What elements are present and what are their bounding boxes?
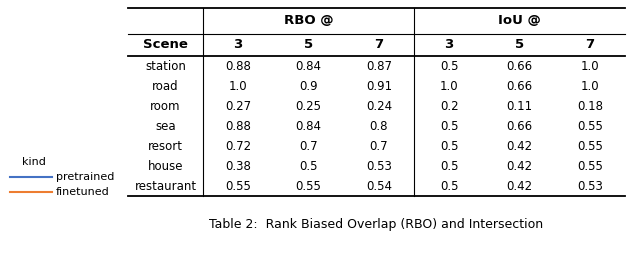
Text: 0.55: 0.55	[577, 160, 603, 172]
Text: resort: resort	[148, 139, 183, 152]
Text: 0.55: 0.55	[296, 180, 321, 193]
Text: 0.27: 0.27	[225, 100, 252, 113]
Text: road: road	[152, 80, 179, 92]
Text: 0.84: 0.84	[296, 119, 321, 133]
Text: 0.53: 0.53	[577, 180, 603, 193]
Text: 0.24: 0.24	[366, 100, 392, 113]
Text: 0.9: 0.9	[299, 80, 318, 92]
Text: station: station	[145, 59, 186, 72]
Text: 0.55: 0.55	[577, 139, 603, 152]
Text: Scene: Scene	[143, 39, 188, 52]
Text: 0.42: 0.42	[506, 139, 532, 152]
Text: 0.72: 0.72	[225, 139, 252, 152]
Text: 0.91: 0.91	[366, 80, 392, 92]
Text: 3: 3	[445, 39, 454, 52]
Text: 0.84: 0.84	[296, 59, 321, 72]
Text: RBO @: RBO @	[284, 14, 333, 27]
Text: 1.0: 1.0	[440, 80, 458, 92]
Text: Table 2:  Rank Biased Overlap (RBO) and Intersection: Table 2: Rank Biased Overlap (RBO) and I…	[209, 218, 543, 231]
Text: 3: 3	[234, 39, 243, 52]
Text: restaurant: restaurant	[134, 180, 196, 193]
Text: 0.66: 0.66	[506, 80, 532, 92]
Text: 0.5: 0.5	[440, 160, 458, 172]
Text: 1.0: 1.0	[229, 80, 248, 92]
Text: finetuned: finetuned	[56, 187, 109, 197]
Text: house: house	[148, 160, 183, 172]
Text: room: room	[150, 100, 180, 113]
Text: 0.11: 0.11	[506, 100, 532, 113]
Text: 0.66: 0.66	[506, 119, 532, 133]
Text: 0.2: 0.2	[440, 100, 458, 113]
Text: 0.5: 0.5	[440, 59, 458, 72]
Text: 5: 5	[515, 39, 524, 52]
Text: sea: sea	[155, 119, 176, 133]
Text: 1.0: 1.0	[580, 59, 599, 72]
Text: 0.5: 0.5	[440, 119, 458, 133]
Text: IoU @: IoU @	[498, 14, 541, 27]
Text: 0.42: 0.42	[506, 160, 532, 172]
Text: 0.55: 0.55	[225, 180, 251, 193]
Text: 0.8: 0.8	[369, 119, 388, 133]
Text: 0.53: 0.53	[366, 160, 392, 172]
Text: 0.87: 0.87	[366, 59, 392, 72]
Text: 0.54: 0.54	[366, 180, 392, 193]
Text: 0.42: 0.42	[506, 180, 532, 193]
Text: 0.5: 0.5	[440, 180, 458, 193]
Text: kind: kind	[22, 157, 46, 167]
Text: 7: 7	[585, 39, 595, 52]
Text: 0.25: 0.25	[296, 100, 321, 113]
Text: 0.38: 0.38	[225, 160, 251, 172]
Text: 0.88: 0.88	[225, 119, 251, 133]
Text: 0.7: 0.7	[299, 139, 318, 152]
Text: 0.66: 0.66	[506, 59, 532, 72]
Text: 1.0: 1.0	[580, 80, 599, 92]
Text: 0.18: 0.18	[577, 100, 603, 113]
Text: 5: 5	[304, 39, 313, 52]
Text: 0.5: 0.5	[300, 160, 317, 172]
Text: 7: 7	[374, 39, 383, 52]
Text: 0.7: 0.7	[369, 139, 388, 152]
Text: 0.88: 0.88	[225, 59, 251, 72]
Text: pretrained: pretrained	[56, 172, 115, 182]
Text: 0.55: 0.55	[577, 119, 603, 133]
Text: 0.5: 0.5	[440, 139, 458, 152]
